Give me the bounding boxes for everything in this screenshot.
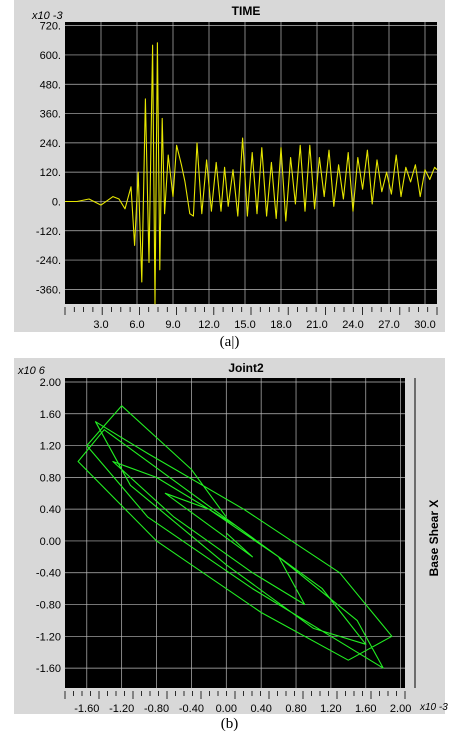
x-tick-label: 18.0 — [270, 319, 291, 331]
y-tick-label: -0.40 — [36, 568, 61, 580]
y-tick-label: 360. — [40, 109, 61, 121]
plot-area — [65, 378, 405, 688]
y-tick-label: 1.20 — [40, 441, 61, 453]
x-tick-label: 21.0 — [306, 319, 327, 331]
x-tick-label: -1.60 — [74, 703, 99, 714]
y-tick-label: 0.40 — [40, 504, 61, 516]
x-tick-label: 1.60 — [355, 703, 376, 714]
x-tick-label: 24.0 — [342, 319, 363, 331]
x-tick-label: 15.0 — [234, 319, 255, 331]
x-tick-label: 12.0 — [198, 319, 219, 331]
chart-panel-a: TIME x10 -3 720. 600. 480. 360. 240. 120. 0. -1… — [0, 0, 459, 334]
y-multiplier: x10 6 — [17, 365, 46, 377]
y-tick-labels: 2.00 1.60 1.20 0.80 0.40 0.00 -0.40 -0.80 -1.20 -… — [36, 377, 61, 675]
x-tick-label: 0.80 — [285, 703, 306, 714]
y-tick-label: 0.00 — [40, 536, 61, 548]
chart-title: TIME — [232, 4, 261, 18]
chart-panel-b: Joint2 x10 6 Base Shear X x10 -3 2.00 1.6… — [0, 358, 459, 715]
y-tick-label: -120. — [36, 226, 61, 238]
x-tick-label: 6.0 — [129, 319, 144, 331]
series-line — [65, 42, 438, 305]
x-tick-label: 3.0 — [93, 319, 108, 331]
y-tick-label: 0.80 — [40, 472, 61, 484]
y-tick-label: 600. — [40, 50, 61, 62]
series-group — [65, 42, 438, 305]
y-tick-labels: 720. 600. 480. 360. 240. 120. 0. -120. -240. -360… — [36, 21, 61, 297]
hysteresis-chart: Joint2 x10 6 Base Shear X x10 -3 2.00 1.6… — [14, 358, 448, 715]
y-tick-label: -1.20 — [36, 631, 61, 643]
y-tick-label: 720. — [40, 21, 61, 33]
y-tick-label: 0. — [52, 196, 61, 208]
x-tick-label: 30.0 — [414, 319, 435, 331]
y-tick-label: -0.80 — [36, 600, 61, 612]
x-tick-label: 0.40 — [250, 703, 271, 714]
y-tick-label: 1.60 — [40, 409, 61, 421]
x-tick-label: 0.00 — [216, 703, 237, 714]
x-tick-label: 27.0 — [378, 319, 399, 331]
y-tick-label: 2.00 — [40, 377, 61, 389]
x-tick-label: -0.80 — [144, 703, 169, 714]
y-tick-label: 120. — [40, 167, 61, 179]
x-tick-label: 2.00 — [390, 703, 411, 714]
chart-title: Joint2 — [228, 361, 264, 375]
y-tick-label: 240. — [40, 138, 61, 150]
x-multiplier: x10 -3 — [419, 702, 448, 713]
y-tick-label: -1.60 — [36, 663, 61, 675]
caption-a: (a|) — [219, 334, 240, 350]
x-tick-label: 9.0 — [165, 319, 180, 331]
time-history-chart: TIME x10 -3 720. 600. 480. 360. 240. 120. 0. -1… — [14, 0, 445, 332]
x-tick-labels: -1.60 -1.20 -0.80 -0.40 0.00 0.40 0.80 1.20 1.60… — [74, 703, 411, 715]
series-group — [77, 405, 393, 669]
y-axis-label: Base Shear X — [427, 500, 441, 577]
y-tick-label: -360. — [36, 284, 61, 296]
x-tick-label: 1.20 — [320, 703, 341, 714]
y-multiplier: x10 -3 — [31, 10, 63, 22]
y-tick-label: 480. — [40, 79, 61, 91]
caption-b: (b) — [220, 716, 239, 732]
series-line — [77, 405, 393, 669]
y-tick-label: -240. — [36, 255, 61, 267]
x-tick-label: -1.20 — [109, 703, 134, 714]
x-tick-label: -0.40 — [179, 703, 204, 714]
x-tick-labels: 3.0 6.0 9.0 12.0 15.0 18.0 21.0 24.0 27.0 30.0 — [93, 319, 435, 331]
